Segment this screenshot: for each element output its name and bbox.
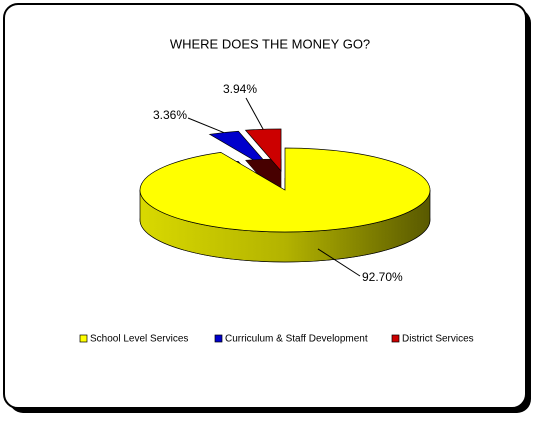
leader-line <box>245 97 264 130</box>
legend-swatch <box>214 334 223 343</box>
slice <box>139 147 431 233</box>
data-label: 3.36% <box>153 108 187 122</box>
plot: 92.70% 3.36% 3.94% <box>139 82 431 284</box>
legend-swatch <box>391 334 400 343</box>
legend-label: School Level Services <box>90 334 188 345</box>
data-label: 3.94% <box>223 82 257 96</box>
chart-title: WHERE DOES THE MONEY GO? <box>170 36 370 51</box>
legend-label: District Services <box>402 334 474 345</box>
legend-swatch <box>79 334 88 343</box>
leader-line <box>317 248 361 277</box>
legend: School Level Services Curriculum & Staff … <box>79 334 474 345</box>
legend-label: Curriculum & Staff Development <box>225 334 368 345</box>
leader-line <box>187 117 224 134</box>
data-label: 92.70% <box>362 270 403 284</box>
